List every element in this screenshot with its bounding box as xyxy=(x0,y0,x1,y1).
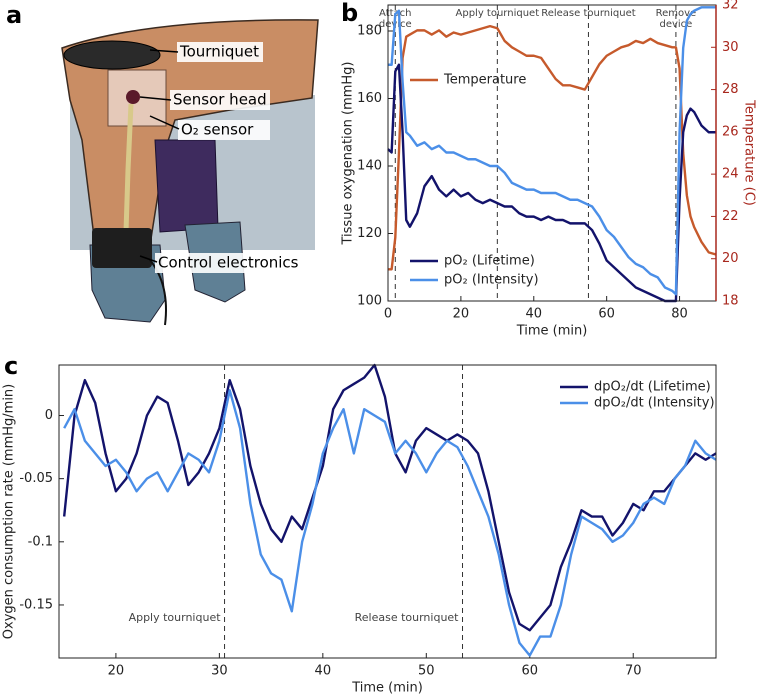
leader-line xyxy=(139,255,158,263)
event-label: Release tourniquet xyxy=(541,8,636,19)
x-tick-label: 80 xyxy=(671,307,688,322)
event-label: device xyxy=(659,19,692,30)
x-tick-label: 70 xyxy=(625,664,642,679)
label-box xyxy=(177,42,263,62)
y2-tick-label: 24 xyxy=(722,167,739,182)
x-tick-label: 0 xyxy=(384,307,392,322)
y2-axis-label: Temperature (C) xyxy=(742,99,757,206)
legend-label: dpO₂/dt (Lifetime) xyxy=(594,380,711,395)
cable xyxy=(149,259,167,326)
label-box xyxy=(155,253,305,273)
y-tick-label: -0.15 xyxy=(19,597,53,612)
event-label: Apply tourniquet xyxy=(456,8,540,19)
panel-letter: c xyxy=(4,352,18,380)
y-tick-label: -0.1 xyxy=(28,534,53,549)
panel-letter: b xyxy=(341,0,358,27)
legend-label: pO₂ (Lifetime) xyxy=(444,254,535,269)
control-electronics xyxy=(92,228,152,268)
callout-label: O₂ sensor xyxy=(181,121,254,139)
x-axis-label: Time (min) xyxy=(351,681,423,696)
y-tick-label: 140 xyxy=(357,158,382,173)
sensor-wire xyxy=(123,103,134,233)
y2-tick-label: 32 xyxy=(722,0,739,13)
leader-line xyxy=(139,96,172,101)
data-line xyxy=(388,24,717,271)
tourniquet xyxy=(63,40,161,70)
x-tick-label: 50 xyxy=(418,664,435,679)
x-tick-label: 60 xyxy=(598,307,615,322)
plot-frame xyxy=(58,364,717,659)
data-line xyxy=(62,363,717,632)
cloth xyxy=(154,139,219,233)
x-tick-label: 30 xyxy=(211,664,228,679)
y-tick-label: 160 xyxy=(357,91,382,106)
event-label: Remove xyxy=(656,8,697,19)
y-tick-label: 0 xyxy=(45,408,53,423)
y-tick-label: 120 xyxy=(357,226,382,241)
event-label: Apply tourniquet xyxy=(129,611,222,624)
legend-label: dpO₂/dt (Intensity) xyxy=(594,396,715,411)
y-tick-label: 100 xyxy=(357,294,382,309)
y2-tick-label: 26 xyxy=(722,124,739,139)
y2-tick-label: 22 xyxy=(722,209,739,224)
y-axis-label: Oxygen consumption rate (mmHg/min) xyxy=(2,384,17,639)
sensor-head xyxy=(126,90,140,104)
callout-label: Sensor head xyxy=(173,91,267,109)
x-tick-label: 40 xyxy=(315,664,332,679)
x-axis-label: Time (min) xyxy=(516,324,588,339)
label-box xyxy=(178,120,270,140)
panel-letter: a xyxy=(6,1,22,29)
label-box xyxy=(170,90,270,110)
leader-line xyxy=(149,115,180,130)
event-label: Release tourniquet xyxy=(355,611,460,624)
y-axis-label: Tissue oxygenation (mmHg) xyxy=(341,62,356,246)
y2-tick-label: 18 xyxy=(722,294,739,309)
data-line xyxy=(388,6,716,296)
x-tick-label: 60 xyxy=(521,664,538,679)
x-tick-label: 20 xyxy=(453,307,470,322)
y-tick-label: 180 xyxy=(357,23,382,38)
y2-tick-label: 28 xyxy=(722,82,739,97)
callout-label: Tourniquet xyxy=(179,43,259,61)
x-tick-label: 40 xyxy=(526,307,543,322)
y2-tick-label: 30 xyxy=(722,40,739,55)
legend-label: pO₂ (Intensity) xyxy=(444,273,539,288)
illustration: Tourniquet Sensor head O₂ sensor Control… xyxy=(61,19,319,326)
leader-line xyxy=(149,49,179,53)
data-line xyxy=(63,389,717,657)
legend-label: Temperature xyxy=(443,73,526,88)
x-tick-label: 20 xyxy=(108,664,125,679)
y-tick-label: -0.05 xyxy=(19,471,53,486)
y2-tick-label: 20 xyxy=(722,251,739,266)
plot-area xyxy=(388,5,716,301)
callout-label: Control electronics xyxy=(158,254,299,272)
